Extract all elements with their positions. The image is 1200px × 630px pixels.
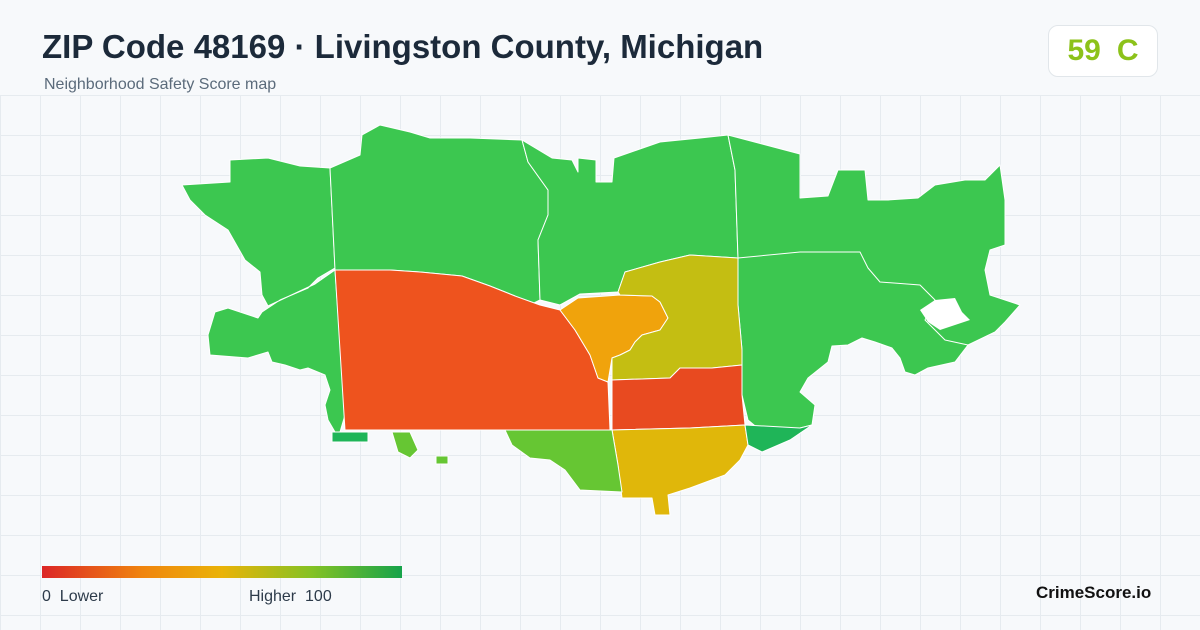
map-region-south-lightgreen[interactable] bbox=[391, 429, 623, 493]
map-region-center-olive[interactable] bbox=[611, 254, 743, 381]
page-title: ZIP Code 48169 · Livingston County, Mich… bbox=[42, 28, 764, 65]
lake-cutout bbox=[920, 298, 970, 330]
safety-score-value: 59 bbox=[1067, 34, 1101, 67]
map-region-northwest[interactable] bbox=[181, 157, 346, 441]
brand-logo-text: CrimeScore.io bbox=[1036, 583, 1152, 602]
legend-color-scale bbox=[42, 566, 402, 578]
legend-min-label: 0 Lower bbox=[42, 588, 103, 606]
safety-grade: C bbox=[1116, 34, 1139, 67]
legend-max-value: 100 bbox=[305, 588, 332, 605]
legend-min-value: 0 bbox=[42, 588, 51, 605]
map-region-south-yellow[interactable] bbox=[611, 424, 749, 516]
legend-lower-text: Lower bbox=[59, 588, 104, 605]
legend-higher-text: Higher bbox=[249, 588, 297, 605]
safety-score-badge: 59 C bbox=[1048, 25, 1158, 77]
page-subtitle: Neighborhood Safety Score map bbox=[44, 76, 277, 93]
map-region-southeast-darkgreen[interactable] bbox=[331, 424, 813, 453]
legend-max-label: Higher 100 bbox=[249, 588, 332, 606]
